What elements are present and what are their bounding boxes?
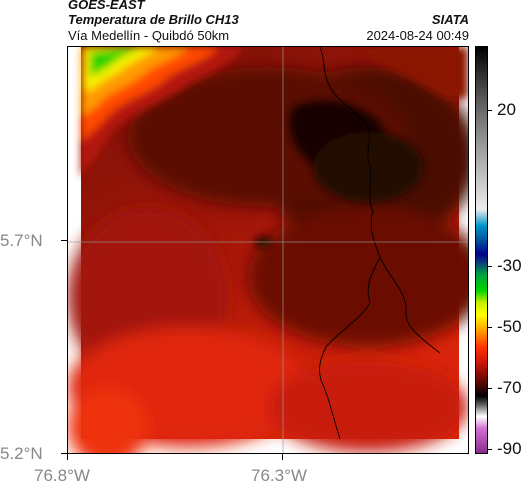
cbar-label: -70 <box>497 378 522 397</box>
datetime-label: 2024-08-24 00:49 <box>366 28 469 43</box>
gridlines <box>68 47 468 453</box>
lat-label: 5.7°N <box>0 231 43 250</box>
cbar-tick <box>487 327 492 328</box>
y-tick-mark <box>61 240 67 241</box>
x-tick-mark <box>67 454 68 460</box>
cbar-tick <box>487 110 492 111</box>
brightness-temperature-map <box>67 46 469 454</box>
cbar-tick <box>487 266 492 267</box>
lon-label: 76.8°W <box>34 466 90 485</box>
lat-label: 5.2°N <box>0 444 43 463</box>
lon-label: 76.3°W <box>251 466 307 485</box>
product-title: Temperatura de Brillo CH13 <box>68 12 239 27</box>
location-subtitle: Vía Medellín - Quibdó 50km <box>68 28 230 43</box>
data-field <box>68 47 468 453</box>
agency-label: SIATA <box>431 12 469 27</box>
map-canvas <box>68 47 468 453</box>
cbar-tick <box>487 388 492 389</box>
coastline <box>319 47 441 440</box>
cbar-label: -30 <box>497 256 522 275</box>
satellite-title: GOES-EAST <box>68 0 145 12</box>
y-tick-mark <box>61 453 67 454</box>
colorbar <box>475 46 488 454</box>
cbar-label: -50 <box>497 317 522 336</box>
cbar-label: -90 <box>497 439 522 458</box>
cbar-tick <box>487 449 492 450</box>
x-tick-mark <box>282 454 283 460</box>
cbar-label: 20 <box>497 100 516 119</box>
